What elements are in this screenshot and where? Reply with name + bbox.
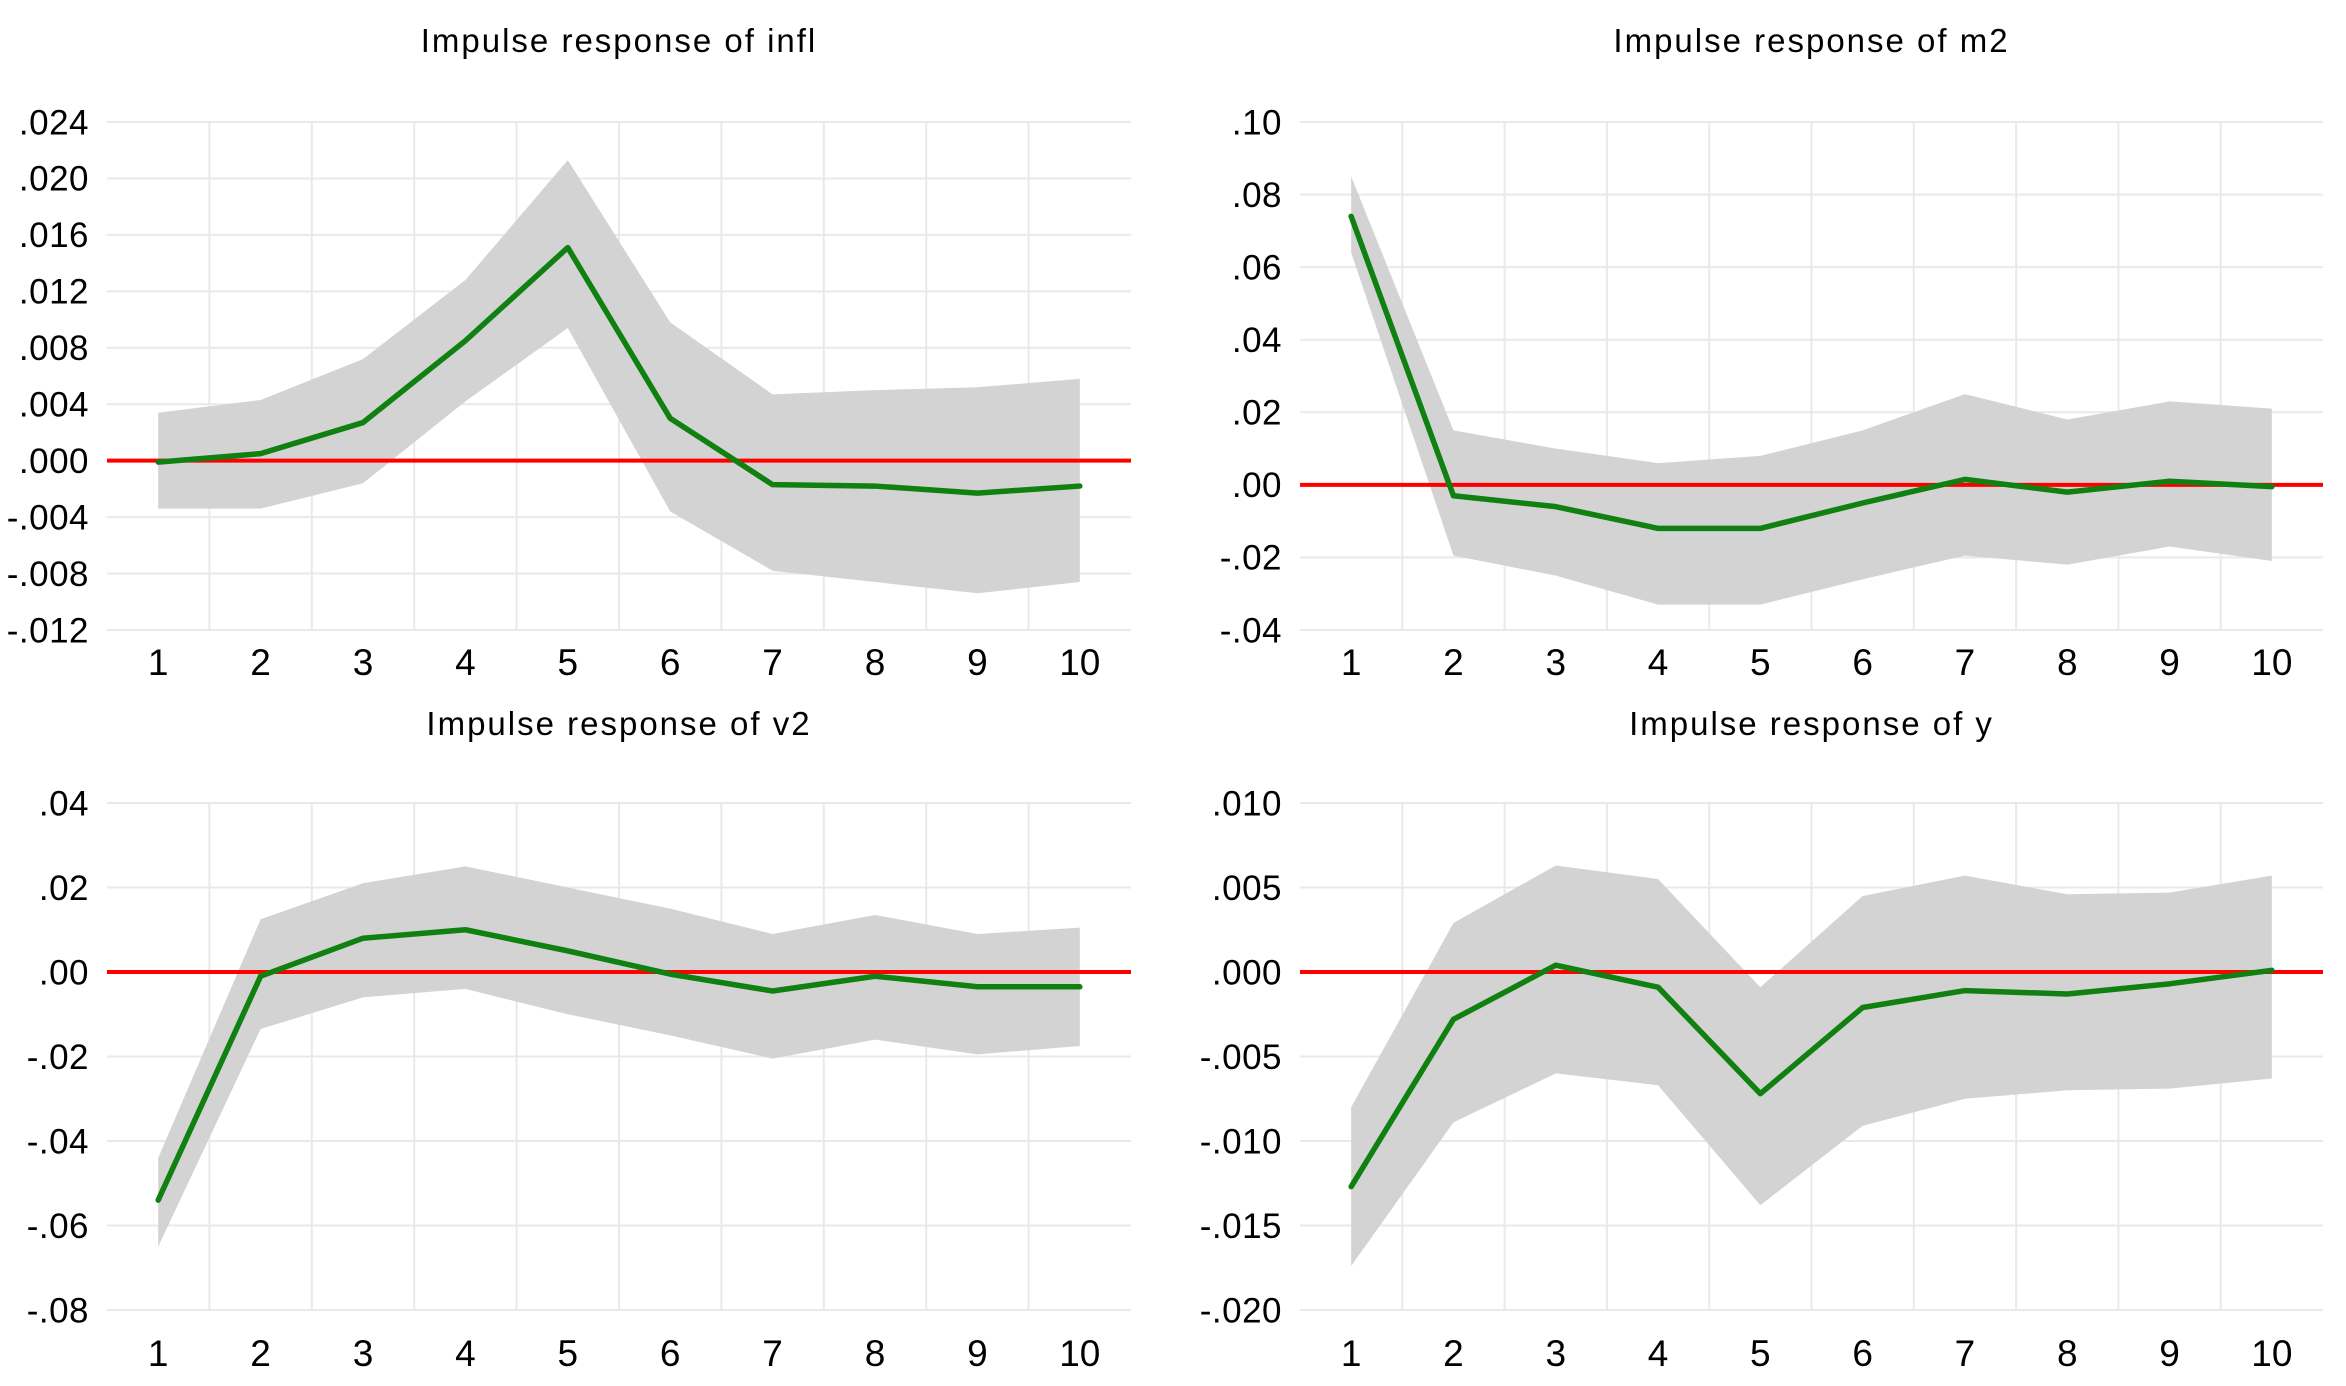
x-tick-label: 7 — [762, 1333, 783, 1374]
y-tick-label: .004 — [19, 385, 89, 424]
y-tick-label: .016 — [19, 216, 89, 255]
x-tick-label: 6 — [660, 1333, 681, 1374]
x-tick-label: 8 — [865, 642, 886, 683]
x-tick-label: 7 — [1955, 1333, 1976, 1374]
chart-title-infl: Impulse response of infl — [420, 22, 818, 59]
x-tick-label: 3 — [353, 642, 374, 683]
x-tick-label: 5 — [1750, 1333, 1771, 1374]
x-tick-label: 7 — [762, 642, 783, 683]
x-tick-label: 3 — [353, 1333, 374, 1374]
x-tick-label: 6 — [660, 642, 681, 683]
x-tick-label: 5 — [558, 1333, 579, 1374]
y-tick-label: .020 — [19, 160, 89, 199]
y-tick-label: .00 — [1232, 466, 1282, 505]
y-tick-label: .02 — [39, 869, 89, 908]
confidence-band — [158, 866, 1080, 1247]
x-tick-label: 1 — [1341, 1333, 1362, 1374]
x-tick-label: 4 — [1648, 1333, 1669, 1374]
x-tick-label: 2 — [1443, 1333, 1464, 1374]
x-tick-label: 8 — [865, 1333, 886, 1374]
impulse-response-line — [155, 927, 1083, 1203]
x-tick-label: 5 — [558, 642, 579, 683]
y-tick-label: .08 — [1232, 176, 1282, 215]
x-tick-label: 7 — [1955, 642, 1976, 683]
y-tick-label: .06 — [1232, 248, 1282, 287]
x-tick-label: 9 — [2159, 642, 2180, 683]
impulse-response-line — [155, 244, 1083, 496]
y-tick-label: -.04 — [27, 1122, 89, 1161]
y-tick-label: -.02 — [1220, 539, 1282, 578]
x-tick-label: 4 — [455, 1333, 476, 1374]
y-tick-label: .10 — [1232, 103, 1282, 142]
x-tick-label: 2 — [250, 1333, 271, 1374]
y-tick-label: -.008 — [7, 555, 89, 594]
y-tick-label: -.020 — [1200, 1291, 1282, 1330]
x-tick-label: 6 — [1852, 642, 1873, 683]
y-tick-label: -.04 — [1220, 611, 1282, 650]
x-tick-label: 3 — [1545, 642, 1566, 683]
y-tick-label: -.02 — [27, 1038, 89, 1077]
x-tick-label: 3 — [1545, 1333, 1566, 1374]
chart-title-y: Impulse response of y — [1629, 705, 1994, 742]
x-tick-label: 10 — [2251, 642, 2292, 683]
x-tick-label: 2 — [250, 642, 271, 683]
x-tick-label: 1 — [1341, 642, 1362, 683]
confidence-band — [1351, 176, 2272, 605]
x-tick-label: 10 — [1059, 642, 1100, 683]
y-tick-label: -.010 — [1200, 1122, 1282, 1161]
x-tick-label: 9 — [967, 1333, 988, 1374]
x-tick-label: 8 — [2057, 1333, 2078, 1374]
x-tick-label: 10 — [2251, 1333, 2292, 1374]
x-tick-label: 4 — [455, 642, 476, 683]
y-tick-label: .005 — [1212, 869, 1282, 908]
confidence-band — [1351, 865, 2272, 1267]
y-tick-label: .00 — [39, 953, 89, 992]
y-tick-label: .04 — [39, 784, 89, 823]
y-tick-label: -.004 — [7, 498, 89, 537]
x-tick-label: 8 — [2057, 642, 2078, 683]
x-tick-label: 9 — [967, 642, 988, 683]
y-tick-label: -.005 — [1200, 1038, 1282, 1077]
y-tick-label: -.08 — [27, 1291, 89, 1330]
x-tick-label: 2 — [1443, 642, 1464, 683]
x-tick-label: 5 — [1750, 642, 1771, 683]
x-tick-label: 10 — [1059, 1333, 1100, 1374]
y-tick-label: .04 — [1232, 321, 1282, 360]
y-tick-label: -.012 — [7, 611, 89, 650]
chart-title-v2: Impulse response of v2 — [426, 705, 812, 742]
x-tick-label: 1 — [148, 1333, 169, 1374]
x-tick-label: 6 — [1852, 1333, 1873, 1374]
y-tick-label: .012 — [19, 273, 89, 312]
y-tick-label: .000 — [1212, 953, 1282, 992]
impulse-response-line — [1348, 213, 2275, 532]
y-tick-label: .010 — [1212, 784, 1282, 823]
y-tick-label: -.06 — [27, 1207, 89, 1246]
y-tick-label: .024 — [19, 103, 89, 142]
impulse-response-line — [1348, 962, 2275, 1190]
x-tick-label: 9 — [2159, 1333, 2180, 1374]
y-tick-label: .008 — [19, 329, 89, 368]
x-tick-label: 1 — [148, 642, 169, 683]
y-tick-label: -.015 — [1200, 1207, 1282, 1246]
chart-title-m2: Impulse response of m2 — [1613, 22, 2010, 59]
y-tick-label: .000 — [19, 442, 89, 481]
y-tick-label: .02 — [1232, 394, 1282, 433]
x-tick-label: 4 — [1648, 642, 1669, 683]
